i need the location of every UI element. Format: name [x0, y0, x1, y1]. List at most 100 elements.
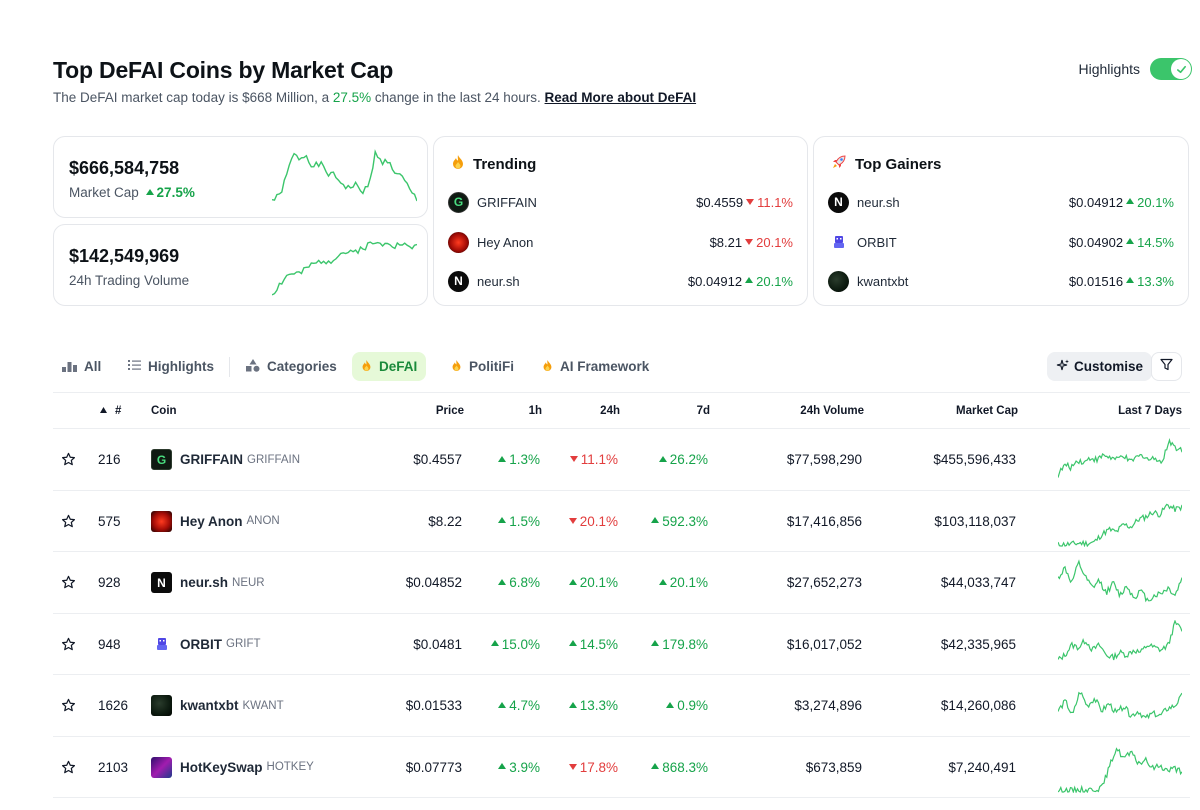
- highlights-label: Highlights: [1078, 61, 1140, 77]
- change-24h-cell: 13.3%: [566, 675, 618, 736]
- star-icon[interactable]: [61, 491, 76, 552]
- change-24h-value: 20.1%: [579, 513, 618, 529]
- coins-table: # Coin Price 1h 24h 7d 24h Volume Market…: [53, 392, 1190, 798]
- header-24h-volume[interactable]: 24h Volume: [800, 405, 864, 417]
- tab-highlights-label: Highlights: [148, 359, 214, 374]
- coin-symbol: GRIFFAIN: [247, 453, 301, 466]
- coin-cell[interactable]: kwantxbt KWANT: [151, 675, 284, 736]
- up-arrow-icon: [1126, 198, 1135, 204]
- table-row[interactable]: 948 ORBIT GRIFT $0.0481 15.0% 14.5% 179.8% $16,…: [53, 614, 1190, 675]
- table-row[interactable]: 216 G GRIFFAIN GRIFFAIN $0.4557 1.3% 11.1% 26.2…: [53, 429, 1190, 491]
- sparkline-7d: [1058, 559, 1182, 603]
- read-more-link[interactable]: Read More about DeFAI: [544, 90, 697, 105]
- header-7d[interactable]: 7d: [696, 405, 710, 417]
- coin-name: ORBIT: [180, 636, 222, 652]
- tab-highlights[interactable]: Highlights: [119, 352, 223, 381]
- gainer-price: $0.04902: [1068, 234, 1124, 250]
- highlights-toggle[interactable]: [1150, 58, 1192, 80]
- table-row[interactable]: 575 Hey Anon ANON $8.22 1.5% 20.1% 592.3% $17,4…: [53, 491, 1190, 552]
- gainer-change: 14.5%: [1137, 234, 1174, 250]
- up-arrow-icon: [651, 640, 660, 646]
- star-icon[interactable]: [61, 429, 76, 490]
- header-1h[interactable]: 1h: [528, 405, 542, 417]
- sort-asc-icon[interactable]: [100, 404, 107, 416]
- header-rank[interactable]: #: [115, 405, 122, 417]
- market-cap-cell: $14,260,086: [940, 698, 1016, 713]
- trending-change: 11.1%: [757, 194, 793, 210]
- top-gainers-title-text: Top Gainers: [855, 155, 942, 173]
- subtitle-change: 27.5%: [332, 90, 372, 105]
- table-row[interactable]: 2103 HotKeySwap HOTKEY $0.07773 3.9% 17.8% 868…: [53, 737, 1190, 798]
- change-24h-cell: 20.1%: [566, 552, 618, 613]
- volume-cell: $77,598,290: [786, 452, 862, 467]
- coin-cell[interactable]: G GRIFFAIN GRIFFAIN: [151, 429, 300, 490]
- market-cap-cell: $7,240,491: [948, 759, 1016, 775]
- market-cap-change: 27.5%: [156, 185, 195, 200]
- tab-ai-framework[interactable]: AI Framework: [533, 352, 658, 381]
- sparkline-7d: [1058, 619, 1182, 660]
- star-icon[interactable]: [61, 737, 76, 798]
- down-arrow-icon: [568, 763, 577, 770]
- kwantxbt-logo-icon: [151, 695, 172, 716]
- trending-row[interactable]: G GRIFFAIN $0.4559 11.1%: [448, 190, 793, 214]
- orbit-logo-icon: [828, 232, 849, 253]
- trending-title-text: Trending: [473, 155, 537, 173]
- change-7d-value: 592.3%: [662, 513, 708, 529]
- change-1h-cell: 4.7%: [495, 675, 540, 736]
- filter-button[interactable]: [1151, 352, 1182, 381]
- page-subtitle: The DeFAI market cap today is $668 Milli…: [53, 90, 696, 105]
- tab-all-label: All: [84, 359, 102, 374]
- gainer-change: 20.1%: [1137, 194, 1174, 210]
- gainer-row[interactable]: ORBIT $0.04902 14.5%: [828, 230, 1174, 254]
- tab-politifi[interactable]: PolitiFi: [442, 352, 523, 381]
- gainer-row[interactable]: N neur.sh $0.04912 20.1%: [828, 190, 1174, 214]
- trending-title: Trending: [451, 154, 536, 174]
- coin-name: GRIFFAIN: [180, 452, 243, 467]
- change-24h-value: 20.1%: [579, 575, 618, 590]
- up-arrow-icon: [568, 578, 577, 585]
- down-arrow-icon: [568, 517, 577, 524]
- shapes-icon: [246, 358, 260, 375]
- coin-cell[interactable]: ORBIT GRIFT: [151, 614, 261, 675]
- header-price[interactable]: Price: [435, 405, 464, 417]
- change-7d-cell: 20.1%: [656, 552, 708, 613]
- change-1h-value: 3.9%: [509, 759, 540, 775]
- up-arrow-icon: [658, 578, 667, 585]
- change-24h-cell: 17.8%: [566, 737, 618, 798]
- rank-cell: 575: [98, 513, 121, 529]
- star-icon[interactable]: [61, 614, 76, 675]
- header-market-cap[interactable]: Market Cap: [956, 405, 1018, 417]
- star-icon[interactable]: [61, 552, 76, 613]
- customise-button[interactable]: Customise: [1047, 352, 1153, 381]
- header-24h[interactable]: 24h: [600, 405, 620, 417]
- change-7d-cell: 0.9%: [663, 675, 708, 736]
- up-arrow-icon: [498, 701, 507, 708]
- market-cap-label: Market Cap 27.5%: [69, 185, 195, 200]
- trending-row[interactable]: N neur.sh $0.04912 20.1%: [448, 269, 793, 293]
- coin-cell[interactable]: HotKeySwap HOTKEY: [151, 737, 314, 798]
- coin-cell[interactable]: Hey Anon ANON: [151, 491, 280, 552]
- change-24h-cell: 14.5%: [566, 614, 618, 675]
- sparkline-7d: [1058, 503, 1182, 547]
- star-icon[interactable]: [61, 675, 76, 736]
- tab-defai[interactable]: DeFAI: [352, 352, 427, 381]
- check-icon: [1171, 59, 1191, 79]
- rank-cell: 928: [98, 575, 121, 590]
- tab-categories[interactable]: Categories: [237, 352, 346, 381]
- price-cell: $8.22: [428, 513, 462, 529]
- gainer-name: kwantxbt: [857, 273, 909, 289]
- rank-cell: 1626: [98, 698, 129, 713]
- trending-row[interactable]: Hey Anon $8.21 20.1%: [448, 230, 793, 254]
- top-gainers-title: Top Gainers: [831, 154, 941, 174]
- up-arrow-icon: [490, 640, 499, 646]
- market-cap-cell: $44,033,747: [940, 575, 1016, 590]
- subtitle-text: The DeFAI market cap today is $668 Milli…: [53, 90, 333, 105]
- tab-all[interactable]: All: [53, 352, 110, 381]
- market-cap-cell: $42,335,965: [940, 636, 1016, 652]
- header-coin[interactable]: Coin: [151, 405, 177, 417]
- table-row[interactable]: 1626 kwantxbt KWANT $0.01533 4.7% 13.3% 0.9% $3…: [53, 675, 1190, 737]
- gainer-row[interactable]: kwantxbt $0.01516 13.3%: [828, 269, 1174, 293]
- volume-card: $142,549,969 24h Trading Volume: [53, 224, 428, 306]
